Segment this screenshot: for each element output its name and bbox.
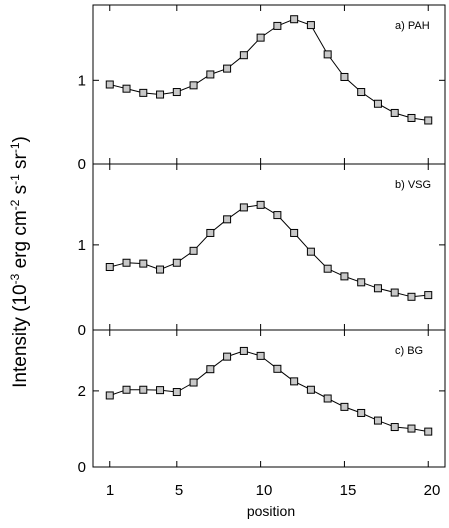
data-point-marker <box>290 15 299 24</box>
panel-label: a) PAH <box>395 20 430 32</box>
data-point-marker <box>357 88 366 97</box>
ylabel-superscript: -1 <box>8 142 22 153</box>
data-point-marker <box>239 51 248 60</box>
y-tick-label: 0 <box>78 459 86 476</box>
data-point-marker <box>172 88 181 97</box>
data-point-marker <box>273 211 282 220</box>
x-tick-labels: 1 5 10 15 20 <box>106 482 441 499</box>
data-point-marker <box>256 33 265 42</box>
y-tick-label: 2 <box>78 383 86 400</box>
data-point-marker <box>306 385 315 394</box>
data-point-marker <box>223 215 232 224</box>
x-axis-title: position <box>247 503 295 519</box>
data-point-marker <box>306 247 315 256</box>
data-point-marker <box>390 423 399 432</box>
data-point-marker <box>239 203 248 212</box>
data-point-marker <box>390 108 399 117</box>
x-tick-label: 10 <box>256 482 273 499</box>
data-point-marker <box>340 402 349 411</box>
chart-panel-2: 0 1 b) VSG <box>78 163 446 339</box>
y-tick-label: 0 <box>78 156 86 173</box>
data-point-marker <box>290 228 299 237</box>
panel-label: c) BG <box>395 345 423 357</box>
plot-frame <box>92 163 446 331</box>
ylabel-text-part: Intensity (10 <box>10 284 31 388</box>
data-point-marker <box>239 346 248 355</box>
data-point-marker <box>273 21 282 30</box>
data-point-marker <box>206 365 215 374</box>
data-point-marker <box>156 90 165 99</box>
data-point-marker <box>407 292 416 301</box>
data-point-marker <box>290 377 299 386</box>
ylabel-text-part: sr <box>10 152 31 174</box>
data-point-marker <box>105 263 114 272</box>
x-tick-label: 1 <box>106 482 114 499</box>
data-point-marker <box>105 80 114 89</box>
panel-label: b) VSG <box>395 179 431 191</box>
data-point-marker <box>122 258 131 267</box>
data-point-marker <box>373 416 382 425</box>
data-point-marker <box>206 70 215 79</box>
data-point-marker <box>273 364 282 373</box>
data-point-marker <box>139 385 148 394</box>
series-line <box>109 204 429 298</box>
data-point-marker <box>323 50 332 59</box>
data-point-marker <box>223 352 232 361</box>
data-point-marker <box>424 116 433 125</box>
chart-panel-3: 0 2 c) BG <box>78 329 446 476</box>
ylabel-text-part: s <box>10 185 31 200</box>
y-axis-title: Intensity (10-3 erg cm-2 s-1 sr-1) <box>8 136 31 388</box>
y-tick-label: 1 <box>78 72 86 89</box>
data-point-marker <box>156 265 165 274</box>
data-point-marker <box>357 408 366 417</box>
data-point-marker <box>189 246 198 255</box>
data-point-marker <box>105 391 114 400</box>
ylabel-text-part: ) <box>10 136 31 142</box>
data-point-marker <box>340 272 349 281</box>
data-point-marker <box>407 424 416 433</box>
plot-frame <box>92 4 446 165</box>
data-point-marker <box>256 351 265 360</box>
ylabel-superscript: -2 <box>8 199 22 210</box>
data-point-marker <box>357 278 366 287</box>
ylabel-superscript: -1 <box>8 174 22 185</box>
data-point-marker <box>390 288 399 297</box>
y-tick-label: 1 <box>78 237 86 254</box>
data-point-marker <box>340 72 349 81</box>
data-point-marker <box>189 81 198 90</box>
x-tick-label: 5 <box>175 482 183 499</box>
data-point-marker <box>306 21 315 30</box>
chart-panel-1: 0 1 a) PAH <box>78 4 446 173</box>
panels-layer: 0 1 a) PAH 0 1 b) VSG 0 2 c) BG <box>78 4 446 476</box>
data-point-marker <box>223 64 232 73</box>
data-point-marker <box>139 88 148 97</box>
data-point-marker <box>373 99 382 108</box>
data-point-marker <box>323 264 332 273</box>
data-point-marker <box>172 388 181 397</box>
data-point-marker <box>172 258 181 267</box>
data-point-marker <box>373 284 382 293</box>
data-point-marker <box>139 259 148 268</box>
data-point-marker <box>323 394 332 403</box>
data-point-marker <box>424 291 433 300</box>
ylabel-superscript: -3 <box>8 273 22 284</box>
data-point-marker <box>189 378 198 387</box>
x-tick-label: 20 <box>424 482 441 499</box>
data-point-marker <box>424 427 433 436</box>
x-tick-label: 15 <box>340 482 357 499</box>
data-point-marker <box>122 385 131 394</box>
data-point-marker <box>122 84 131 93</box>
data-point-marker <box>206 228 215 237</box>
plot-frame <box>92 329 446 468</box>
ylabel-text-part: erg cm <box>10 210 31 273</box>
data-point-marker <box>407 113 416 122</box>
data-point-marker <box>156 386 165 395</box>
y-tick-label: 0 <box>78 322 86 339</box>
data-point-marker <box>256 200 265 209</box>
